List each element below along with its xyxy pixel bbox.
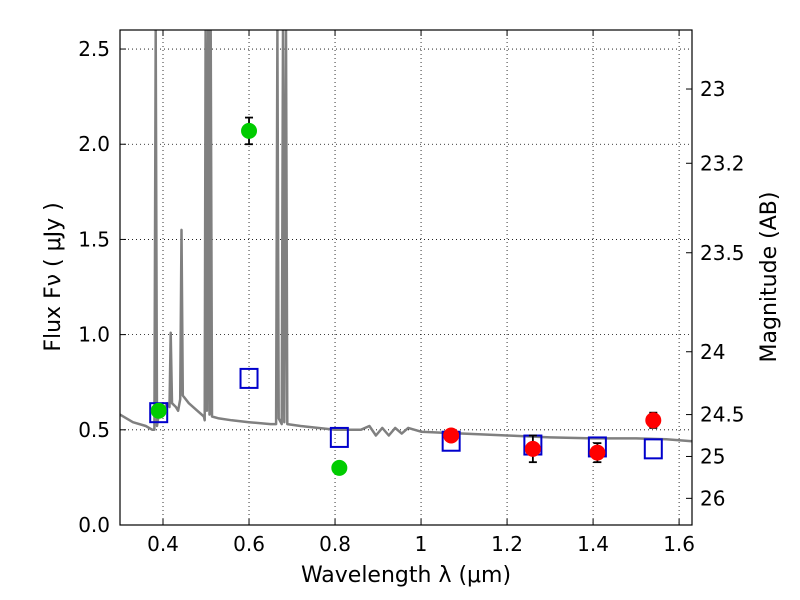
y-tick-label: 1.5 (78, 227, 110, 251)
x-tick-label: 0.4 (147, 532, 179, 556)
photometry-point (151, 403, 166, 418)
x-tick-label: 0.6 (233, 532, 265, 556)
right-tick-label: 23.5 (700, 241, 745, 265)
x-tick-label: 1.4 (577, 532, 609, 556)
right-tick-label: 24 (700, 340, 725, 364)
right-tick-label: 23.2 (700, 151, 745, 175)
x-tick-label: 0.8 (319, 532, 351, 556)
y-tick-label: 2.0 (78, 132, 110, 156)
photometry-point (590, 445, 605, 460)
x-tick-label: 1.6 (663, 532, 695, 556)
y-tick-label: 2.5 (78, 37, 110, 61)
y-tick-label: 0.0 (78, 513, 110, 537)
sed-chart: 0.4 0.6 0.8 1 1.2 1.4 1.6 0.0 0.5 1.0 1.5 2.0 2.5 23 2… (0, 0, 800, 600)
y-tick-label: 1.0 (78, 323, 110, 347)
right-axis-label: Magnitude (AB) (757, 192, 782, 363)
right-tick-label: 26 (700, 486, 725, 510)
photometry-point (525, 441, 540, 456)
right-tick-label: 23 (700, 77, 725, 101)
right-tick-label: 25 (700, 444, 725, 468)
y-tick-label: 0.5 (78, 418, 110, 442)
photometry-point (646, 413, 661, 428)
photometry-point (242, 123, 257, 138)
photometry-point (332, 460, 347, 475)
x-tick-label: 1.2 (491, 532, 523, 556)
photometry-point (444, 428, 459, 443)
x-tick-label: 1 (415, 532, 428, 556)
x-axis-label: Wavelength λ (μm) (301, 563, 511, 588)
right-tick-label: 24.5 (700, 403, 745, 427)
y-axis-label: Flux Fν ( μJy ) (41, 202, 66, 351)
